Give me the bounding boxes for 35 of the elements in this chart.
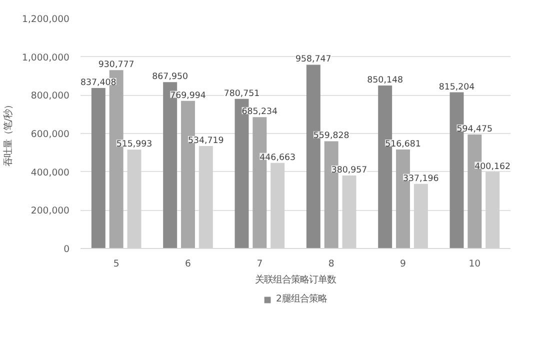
data-label: 559,828 — [313, 131, 350, 142]
data-label: 534,719 — [188, 136, 224, 146]
data-label: 930,777 — [98, 60, 134, 70]
data-label: 837,408 — [80, 78, 116, 88]
bar — [91, 88, 106, 248]
data-label: 594,475 — [456, 124, 493, 135]
y-tick-label: 0 — [64, 244, 70, 255]
x-tick-label: 10 — [468, 258, 481, 270]
y-axis-title: 吞吐量（笔/秒） — [3, 100, 14, 167]
legend-label: 2腿组合策略 — [276, 292, 327, 306]
y-tick-label: 400,000 — [30, 167, 70, 178]
x-tick-label: 7 — [256, 258, 263, 270]
data-label: 815,204 — [438, 82, 476, 92]
data-label: 380,957 — [331, 165, 368, 176]
y-tick-label: 200,000 — [30, 206, 70, 217]
y-tick-label: 800,000 — [30, 90, 70, 102]
y-tick-label: 600,000 — [30, 129, 70, 140]
x-tick-label: 9 — [400, 258, 406, 270]
data-label: 516,681 — [385, 139, 421, 150]
data-label: 958,747 — [296, 54, 332, 65]
y-tick-label: 1,200,000 — [22, 14, 70, 25]
data-label: 769,994 — [170, 90, 206, 101]
data-label: 337,196 — [403, 174, 439, 184]
x-tick-label: 8 — [328, 258, 334, 270]
data-label: 780,751 — [224, 88, 260, 99]
x-tick-label: 5 — [113, 258, 120, 270]
data-label: 850,148 — [367, 76, 403, 86]
x-tick-label: 6 — [185, 258, 192, 270]
data-label: 446,663 — [260, 152, 296, 163]
y-tick-label: 1,000,000 — [22, 52, 70, 64]
x-axis-title: 关联组合策略订单数 — [255, 274, 336, 286]
data-label: 515,993 — [116, 140, 152, 150]
data-label: 867,950 — [152, 72, 188, 82]
data-label: 685,234 — [242, 107, 278, 118]
data-label: 400,162 — [474, 162, 510, 172]
